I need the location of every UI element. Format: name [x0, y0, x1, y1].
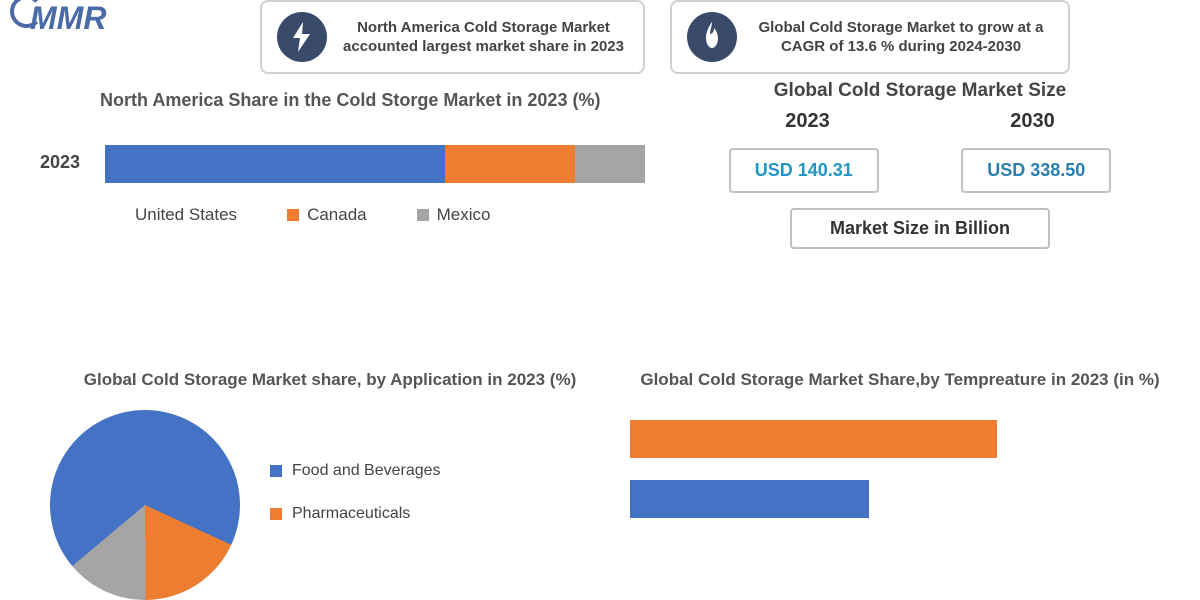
callout-cagr: Global Cold Storage Market to grow at a …: [670, 0, 1070, 74]
legend-swatch: [270, 465, 282, 477]
legend-label: Mexico: [437, 205, 491, 225]
legend-label: Canada: [307, 205, 367, 225]
legend-item: Food and Beverages: [270, 462, 441, 480]
temp-section: Global Cold Storage Market Share,by Temp…: [630, 370, 1170, 540]
temp-title: Global Cold Storage Market Share,by Temp…: [630, 370, 1170, 390]
flame-icon: [687, 12, 737, 62]
market-size-value-2030: USD 338.50: [961, 148, 1111, 193]
pie-title: Global Cold Storage Market share, by App…: [50, 370, 610, 390]
temp-bars: [630, 420, 1170, 518]
pie-legend: Food and Beverages Pharmaceuticals: [270, 462, 441, 548]
market-size-title: Global Cold Storage Market Size: [695, 80, 1145, 102]
legend-swatch: [287, 209, 299, 221]
callout-text: North America Cold Storage Market accoun…: [339, 18, 628, 57]
legend-label: Food and Beverages: [292, 462, 441, 480]
market-size-values: USD 140.31 USD 338.50: [695, 148, 1145, 193]
horizontal-bar: [630, 480, 869, 518]
legend-item: Pharmaceuticals: [270, 505, 441, 523]
legend-item: Canada: [287, 205, 367, 225]
legend-item: Mexico: [417, 205, 491, 225]
market-size-unit: Market Size in Billion: [790, 208, 1050, 249]
share-stacked-bar: [105, 145, 645, 183]
share-chart-legend: United States Canada Mexico: [135, 205, 490, 225]
legend-swatch: [270, 508, 282, 520]
legend-swatch: [417, 209, 429, 221]
legend-label: Pharmaceuticals: [292, 505, 410, 523]
bar-segment: [105, 145, 445, 183]
logo: MMR: [30, 0, 106, 37]
lightning-icon: [277, 12, 327, 62]
callout-text: Global Cold Storage Market to grow at a …: [749, 18, 1053, 57]
callout-north-america: North America Cold Storage Market accoun…: [260, 0, 645, 74]
bar-segment: [575, 145, 645, 183]
pie-section: Global Cold Storage Market share, by App…: [50, 370, 610, 600]
legend-label: United States: [135, 205, 237, 225]
market-size-year2: 2030: [1010, 110, 1055, 133]
market-size-value-2023: USD 140.31: [729, 148, 879, 193]
legend-item: United States: [135, 205, 237, 225]
market-size-box: Global Cold Storage Market Size 2023 203…: [695, 80, 1145, 249]
market-size-years: 2023 2030: [695, 110, 1145, 133]
horizontal-bar: [630, 420, 997, 458]
market-size-year1: 2023: [785, 110, 830, 133]
share-chart-title: North America Share in the Cold Storge M…: [100, 90, 600, 111]
share-chart-year: 2023: [40, 152, 80, 173]
pie-chart: [50, 410, 240, 600]
bar-segment: [445, 145, 575, 183]
